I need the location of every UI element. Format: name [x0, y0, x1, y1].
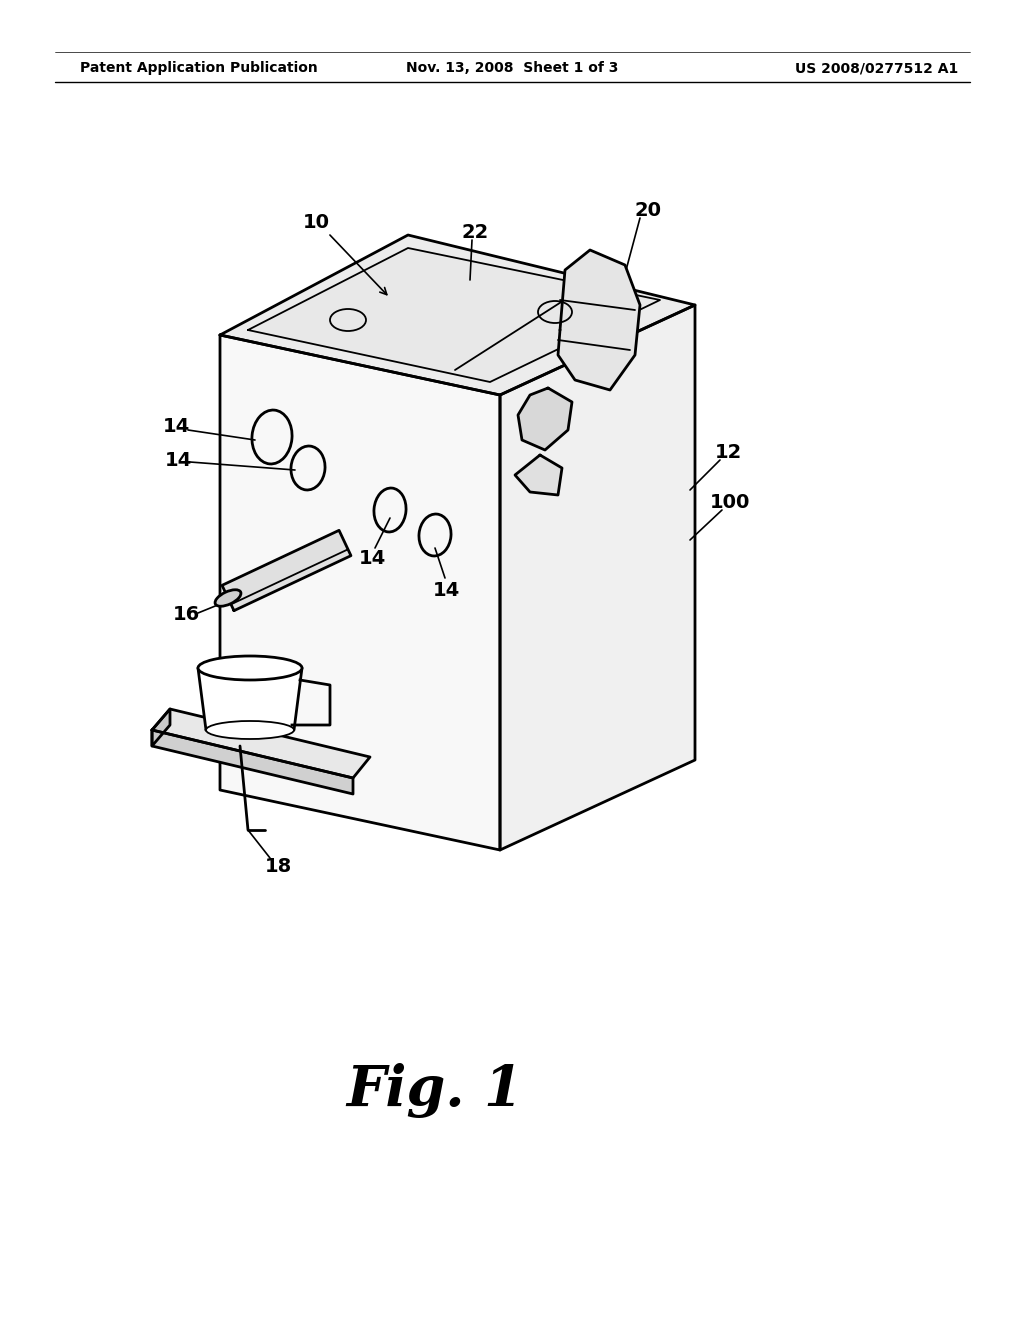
Text: Patent Application Publication: Patent Application Publication — [80, 61, 317, 75]
Ellipse shape — [198, 656, 302, 680]
Text: Nov. 13, 2008  Sheet 1 of 3: Nov. 13, 2008 Sheet 1 of 3 — [406, 61, 618, 75]
Polygon shape — [198, 668, 302, 730]
Polygon shape — [220, 335, 500, 850]
Text: 14: 14 — [432, 581, 460, 599]
Text: US 2008/0277512 A1: US 2008/0277512 A1 — [795, 61, 958, 75]
Polygon shape — [515, 455, 562, 495]
Text: 14: 14 — [163, 417, 189, 436]
Polygon shape — [152, 730, 353, 795]
Polygon shape — [558, 249, 640, 389]
Text: 16: 16 — [172, 605, 200, 623]
Text: 10: 10 — [302, 213, 330, 231]
Ellipse shape — [215, 590, 241, 606]
Polygon shape — [152, 709, 170, 746]
Polygon shape — [518, 388, 572, 450]
Polygon shape — [248, 248, 660, 381]
Polygon shape — [220, 235, 695, 395]
Text: 18: 18 — [264, 857, 292, 875]
Text: 14: 14 — [358, 549, 386, 568]
Text: 12: 12 — [715, 442, 741, 462]
Ellipse shape — [206, 721, 294, 739]
Polygon shape — [152, 709, 370, 777]
Polygon shape — [500, 305, 695, 850]
Text: 100: 100 — [710, 492, 751, 511]
Polygon shape — [222, 531, 351, 611]
Text: 22: 22 — [462, 223, 488, 242]
Text: 20: 20 — [635, 201, 662, 219]
Text: 14: 14 — [165, 450, 191, 470]
Text: Fig. 1: Fig. 1 — [347, 1063, 523, 1118]
